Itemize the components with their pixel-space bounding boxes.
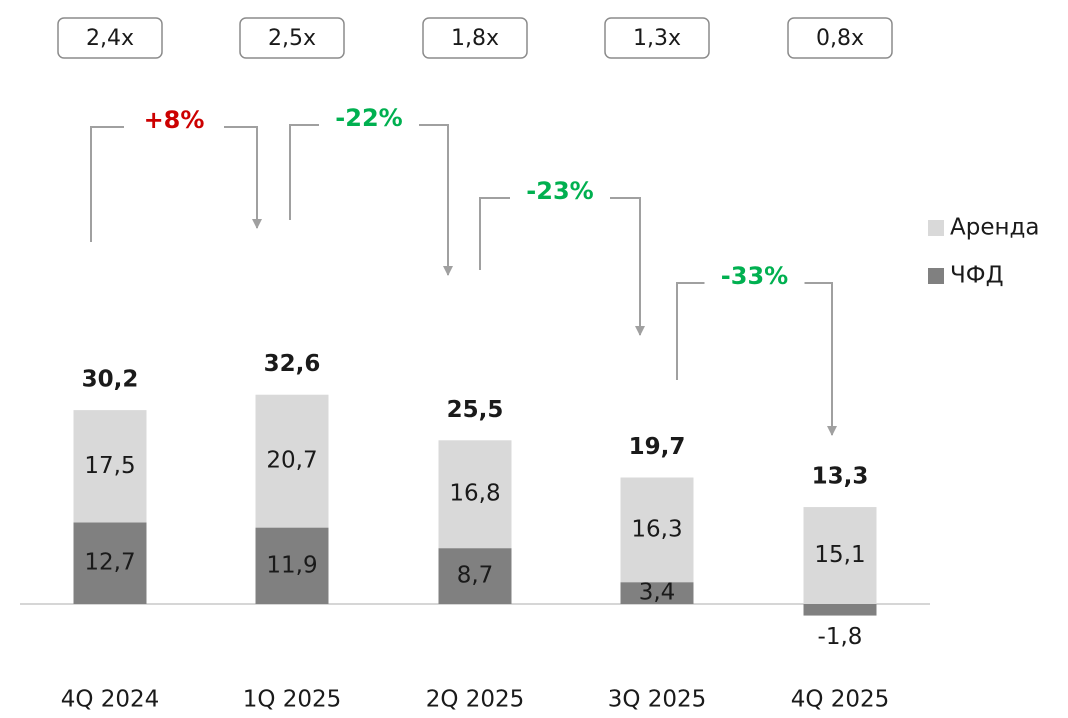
total-label: 30,2 [82, 367, 139, 393]
data-label: 16,8 [449, 481, 500, 507]
data-label: 16,3 [631, 516, 682, 542]
multiple-box [787, 17, 893, 59]
data-label: 11,9 [266, 552, 317, 578]
multiple-box [422, 17, 528, 59]
bar-segment [438, 548, 512, 604]
x-tick-label: 4Q 2024 [61, 687, 160, 713]
bar-segment [255, 394, 329, 528]
total-label: 25,5 [447, 397, 504, 423]
multiple-label: 2,4x [86, 26, 134, 51]
multiple-box [57, 17, 163, 59]
change-label: -23% [526, 177, 593, 205]
multiple-label: 2,5x [268, 26, 316, 51]
x-tick-label: 1Q 2025 [243, 687, 342, 713]
bar-segment [73, 522, 147, 604]
legend-label: ЧФД [950, 263, 1004, 289]
total-label: 19,7 [629, 434, 686, 460]
data-label: 20,7 [266, 448, 317, 474]
legend-label: Аренда [950, 215, 1040, 241]
data-label: 8,7 [457, 563, 494, 589]
change-arrow [289, 124, 448, 275]
bar-segment [620, 582, 694, 604]
x-tick-label: 2Q 2025 [426, 687, 525, 713]
legend-swatch [928, 220, 944, 236]
multiple-label: 1,3x [633, 26, 681, 51]
data-label: 15,1 [814, 542, 865, 568]
bar-segment [438, 440, 512, 549]
bar-segment [255, 527, 329, 604]
x-tick-label: 3Q 2025 [608, 687, 707, 713]
multiple-box [604, 17, 710, 59]
total-label: 13,3 [812, 464, 869, 490]
data-label: -1,8 [818, 624, 863, 650]
multiple-label: 0,8x [816, 26, 864, 51]
data-label: 3,4 [639, 580, 676, 606]
bar-segment [803, 507, 877, 604]
bar-segment [620, 477, 694, 583]
change-label: -22% [335, 104, 402, 132]
bar-segment [803, 604, 877, 616]
change-arrow [676, 282, 832, 435]
x-tick-label: 4Q 2025 [791, 687, 890, 713]
multiple-label: 1,8x [451, 26, 499, 51]
change-label: +8% [144, 106, 205, 134]
change-label: -33% [721, 262, 788, 290]
bar-segment [73, 410, 147, 523]
data-label: 17,5 [84, 453, 135, 479]
multiple-box [239, 17, 345, 59]
legend-swatch [928, 268, 944, 284]
data-label: 12,7 [84, 550, 135, 576]
change-arrow [90, 126, 257, 242]
change-arrow [479, 197, 640, 335]
total-label: 32,6 [264, 351, 321, 377]
